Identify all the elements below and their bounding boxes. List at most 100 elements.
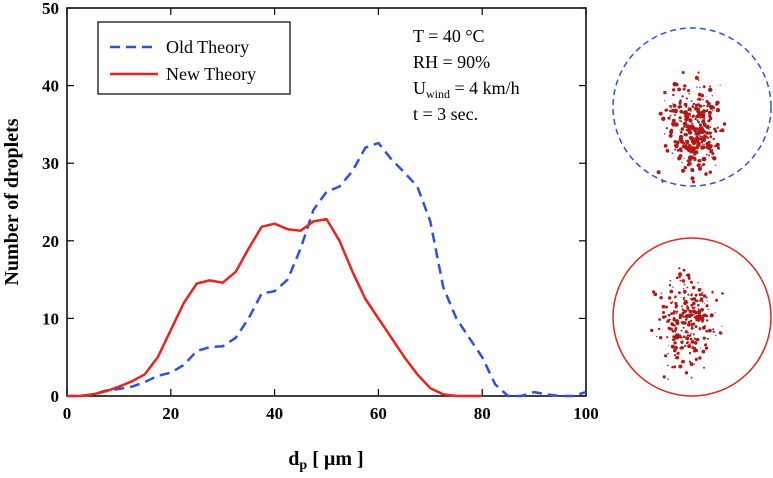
- x-label-rest: [ µm ]: [307, 448, 364, 470]
- droplet: [692, 301, 696, 306]
- droplet: [720, 128, 725, 133]
- droplet: [685, 128, 689, 132]
- droplet: [684, 344, 687, 348]
- droplet: [680, 127, 685, 131]
- droplet: [690, 146, 695, 151]
- droplet: [669, 114, 672, 117]
- droplet: [688, 334, 692, 337]
- droplet: [696, 98, 699, 101]
- droplet: [676, 276, 679, 280]
- droplet: [686, 286, 689, 289]
- droplet: [702, 336, 706, 340]
- droplet: [694, 357, 698, 361]
- droplet: [686, 163, 691, 167]
- droplet: [711, 290, 714, 293]
- droplet: [696, 119, 699, 122]
- droplet: [668, 117, 671, 120]
- droplet: [698, 123, 703, 127]
- droplet: [684, 114, 688, 119]
- legend-label: Old Theory: [166, 37, 249, 57]
- droplet: [669, 289, 674, 294]
- droplet: [670, 301, 673, 304]
- droplet: [695, 131, 700, 136]
- droplet: [700, 317, 703, 321]
- droplet: [696, 128, 698, 130]
- droplet: [680, 340, 684, 344]
- droplet: [688, 309, 693, 314]
- droplet: [674, 354, 677, 357]
- droplet: [671, 108, 675, 113]
- droplet: [697, 114, 699, 117]
- x-tick-label: 60: [370, 404, 387, 423]
- droplet: [680, 297, 682, 299]
- droplet: [678, 102, 681, 105]
- droplet: [662, 311, 665, 314]
- droplet: [680, 346, 684, 350]
- annotation-text: T = 40 °C: [413, 26, 485, 46]
- droplet: [697, 141, 701, 146]
- droplet: [702, 104, 705, 107]
- droplet: [717, 146, 720, 150]
- droplet: [689, 337, 693, 341]
- droplet: [690, 100, 693, 102]
- droplet: [676, 122, 678, 125]
- droplet: [672, 317, 675, 320]
- droplet: [677, 334, 682, 339]
- droplet: [668, 344, 670, 346]
- droplet: [681, 95, 684, 98]
- droplet: [677, 143, 679, 145]
- droplet: [684, 318, 688, 321]
- droplet: [663, 90, 667, 95]
- droplet: [671, 366, 674, 369]
- droplet: [678, 154, 683, 158]
- annotation: Uwind = 4 km/h: [413, 78, 520, 101]
- droplet: [689, 362, 694, 366]
- droplet: [679, 109, 683, 114]
- droplet: [705, 145, 710, 150]
- annotation-text: RH = 90%: [413, 52, 490, 72]
- droplet: [703, 143, 705, 145]
- droplet: [705, 304, 709, 308]
- droplet: [696, 104, 698, 106]
- droplet: [686, 89, 691, 93]
- droplet: [691, 137, 695, 140]
- droplet: [721, 292, 724, 295]
- droplet: [672, 103, 677, 108]
- droplet: [674, 302, 678, 305]
- droplet: [689, 342, 691, 344]
- droplet: [668, 318, 671, 321]
- droplet: [683, 315, 686, 318]
- droplet: [711, 152, 715, 155]
- droplet: [678, 267, 681, 270]
- droplet: [672, 103, 674, 105]
- droplet: [650, 328, 654, 333]
- droplet: [667, 352, 669, 355]
- droplet: [706, 142, 710, 147]
- droplet: [674, 330, 677, 333]
- droplet: [688, 306, 690, 308]
- droplet: [687, 307, 689, 310]
- droplet: [690, 293, 693, 296]
- annotation: t = 3 sec.: [413, 104, 478, 124]
- droplet: [705, 100, 708, 103]
- droplet: [663, 100, 666, 102]
- droplet: [721, 325, 723, 327]
- droplet: [681, 359, 685, 364]
- droplet: [697, 310, 702, 315]
- droplet: [708, 128, 710, 130]
- y-tick-label: 40: [42, 77, 59, 96]
- droplet: [711, 109, 714, 112]
- droplet: [692, 349, 696, 353]
- droplet: [691, 325, 694, 328]
- droplet: [679, 129, 681, 131]
- droplet: [670, 108, 672, 109]
- droplet: [658, 111, 663, 116]
- droplet: [677, 87, 681, 92]
- droplet: [692, 333, 695, 336]
- droplet: [699, 116, 702, 119]
- droplet: [672, 311, 676, 315]
- plot-frame: [66, 7, 587, 397]
- droplet: [709, 126, 712, 128]
- droplet: [696, 109, 701, 114]
- droplet: [719, 129, 722, 133]
